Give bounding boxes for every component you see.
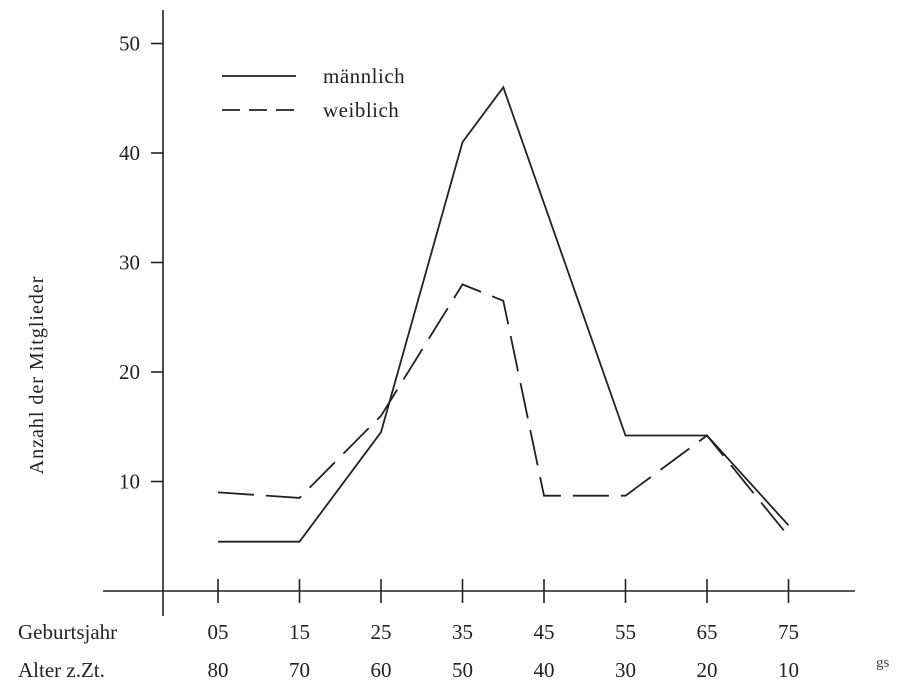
legend-label-0: männlich [323,64,405,88]
y-tick-label-40: 40 [119,141,140,165]
x-row-label-0: Geburtsjahr [18,620,117,644]
x-tick-label-r1-6: 20 [697,658,718,682]
x-row-label-1: Alter z.Zt. [18,658,105,682]
y-axis-title: Anzahl der Mitglieder [26,276,48,475]
legend: männlich weiblich [222,64,405,122]
y-tick-label-50: 50 [119,32,140,56]
x-tick-label-r0-6: 65 [697,620,718,644]
y-ticks: 10 20 30 40 50 [119,32,163,494]
x-tick-label-r0-5: 55 [615,620,636,644]
x-tick-label-r1-0: 80 [208,658,229,682]
legend-label-1: weiblich [323,98,399,122]
x-tick-label-r0-4: 45 [534,620,555,644]
x-tick-label-r1-2: 60 [371,658,392,682]
series-line-weiblich [217,283,790,537]
series-line-maennlich [218,85,790,543]
x-tick-label-r0-2: 25 [371,620,392,644]
x-ticks: Geburtsjahr 05 15 25 35 45 55 65 75 Alter z.Zt. 80… [18,579,799,682]
series-layer [217,85,790,543]
y-tick-label-30: 30 [119,251,140,275]
x-tick-label-r0-3: 35 [452,620,473,644]
x-tick-label-r0-7: 75 [778,620,799,644]
x-tick-label-r1-5: 30 [615,658,636,682]
x-tick-label-r1-4: 40 [534,658,555,682]
y-tick-label-10: 10 [119,470,140,494]
x-tick-label-r0-0: 05 [208,620,229,644]
axes [103,10,855,616]
y-tick-label-20: 20 [119,360,140,384]
x-tick-label-r0-1: 15 [289,620,310,644]
x-tick-label-r1-7: 10 [778,658,799,682]
x-tick-label-r1-3: 50 [452,658,473,682]
corner-note: gs [876,655,890,671]
x-tick-label-r1-1: 70 [289,658,310,682]
